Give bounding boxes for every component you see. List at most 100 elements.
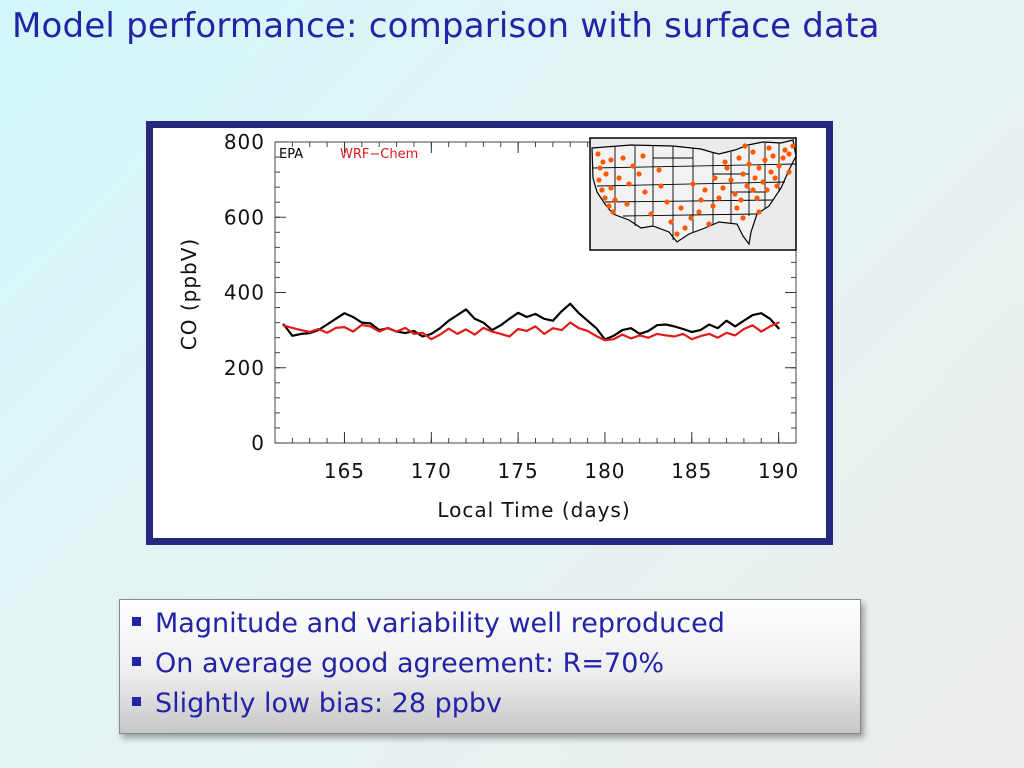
site-marker [764,187,770,193]
series-line-epa [282,302,780,341]
bullet-item: Slightly low bias: 28 ppbv [132,688,860,728]
site-marker [626,181,632,187]
epa-site-markers [595,143,796,237]
site-marker [724,165,730,171]
bullet-square-icon [132,657,141,666]
site-marker [768,169,774,175]
bullet-text: Slightly low bias: 28 ppbv [155,688,502,719]
site-marker [762,157,768,163]
x-tick-label: 185 [671,459,712,483]
bullet-item: On average good agreement: R=70% [132,648,860,688]
co-timeseries-chart: 0 200 400 600 800 165 170 175 180 185 190 EPA WRF… [177,130,799,522]
site-marker [642,189,648,195]
y-tick-label: 600 [224,205,265,229]
site-marker [734,205,740,211]
site-marker [756,165,762,171]
site-marker [746,161,752,167]
site-marker [780,155,786,161]
site-marker [710,203,716,209]
site-marker [597,165,603,171]
x-tick-label: 180 [584,459,625,483]
site-marker [776,163,782,169]
site-marker [595,151,601,157]
site-marker [774,183,780,189]
x-axis-ticks: 165 170 175 180 185 190 [324,142,799,483]
y-tick-label: 400 [224,281,265,305]
site-marker [772,175,778,181]
y-axis-ticks: 0 200 400 600 800 [224,130,796,455]
site-marker [722,159,728,165]
bullet-text: Magnitude and variability well reproduce… [155,608,725,639]
site-marker [754,195,760,201]
site-marker [716,195,722,201]
site-marker [610,209,616,215]
site-marker [606,203,612,209]
y-tick-label: 200 [224,356,265,380]
site-marker [786,151,792,157]
site-marker [740,171,746,177]
inset-map-us-sites [589,137,797,251]
site-marker [612,197,618,203]
site-marker [674,231,680,237]
legend-label-wrf-chem: WRF−Chem [340,147,418,162]
site-marker [742,143,748,149]
site-marker [600,159,606,165]
site-marker [636,171,642,177]
site-marker [752,175,758,181]
site-marker [682,225,688,231]
site-marker [608,157,614,163]
x-tick-label: 175 [498,459,539,483]
bullet-text: On average good agreement: R=70% [155,648,665,679]
x-axis-label: Local Time (days) [437,498,630,522]
series-line-wrf-chem [282,321,780,342]
site-marker [624,201,630,207]
site-marker [790,143,796,149]
site-marker [706,221,712,227]
site-marker [648,211,654,217]
legend-label-epa: EPA [279,147,303,162]
site-marker [740,215,746,221]
y-tick-label: 0 [251,431,265,455]
state-borders [592,143,797,240]
site-marker [678,205,684,211]
site-marker [766,145,772,151]
site-marker [756,209,762,215]
site-marker [702,187,708,193]
site-marker [770,153,776,159]
site-marker [630,163,636,169]
site-marker [738,197,744,203]
slide-title: Model performance: comparison with surfa… [12,6,880,46]
site-marker [608,185,614,191]
site-marker [786,169,792,175]
site-marker [728,177,734,183]
site-marker [668,219,674,225]
site-marker [750,187,756,193]
y-tick-label: 800 [224,130,265,154]
site-marker [712,175,718,181]
site-marker [616,175,622,181]
site-marker [744,183,750,189]
site-marker [658,183,664,189]
bullet-square-icon [132,617,141,626]
site-marker [640,153,646,159]
y-axis-label: CO (ppbV) [177,238,201,350]
site-marker [688,215,694,221]
x-tick-label: 170 [411,459,452,483]
site-marker [596,177,602,183]
site-marker [656,167,662,173]
summary-bullet-box: Magnitude and variability well reproduce… [119,599,861,734]
x-tick-label: 165 [324,459,365,483]
x-tick-label: 190 [758,459,799,483]
legend: EPA WRF−Chem [279,147,418,162]
site-marker [732,191,738,197]
site-marker [698,197,704,203]
site-marker [620,155,626,161]
site-marker [760,179,766,185]
chart-frame: 0 200 400 600 800 165 170 175 180 185 190 EPA WRF… [146,121,833,545]
site-marker [750,149,756,155]
bullet-item: Magnitude and variability well reproduce… [132,608,860,648]
site-marker [602,195,608,201]
site-marker [603,171,609,177]
site-marker [782,147,788,153]
site-marker [664,199,670,205]
